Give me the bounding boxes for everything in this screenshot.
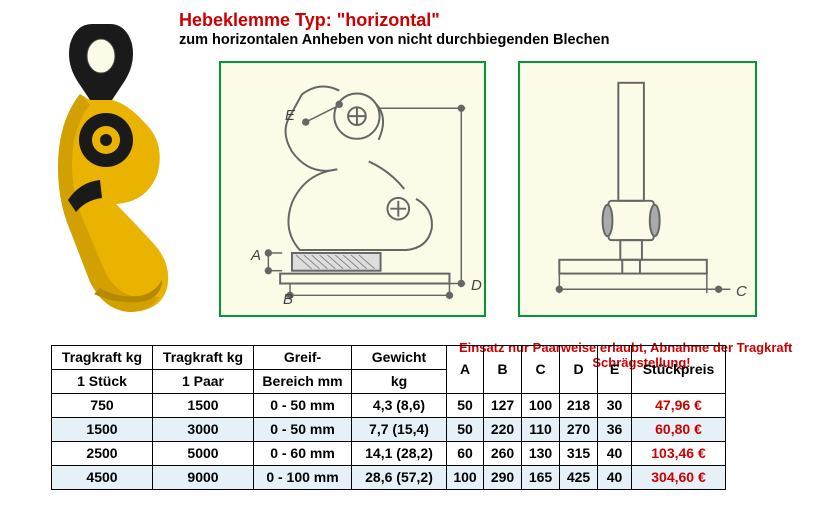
cell: 1500 [153, 394, 254, 418]
cell: 4,3 (8,6) [352, 394, 447, 418]
th: Greif- [254, 346, 352, 370]
dim-label-e: E [285, 107, 295, 124]
diagram-front-view: C [518, 61, 757, 317]
th: Tragkraft kg [153, 346, 254, 370]
price-cell: 304,60 € [632, 466, 726, 490]
cell: 290 [484, 466, 522, 490]
cell: 100 [447, 466, 484, 490]
th: A [447, 346, 484, 394]
cell: 0 - 50 mm [254, 418, 352, 442]
title-block: Hebeklemme Typ: "horizontal" zum horizon… [179, 10, 609, 48]
table-row: 750 1500 0 - 50 mm 4,3 (8,6) 50 127 100 … [52, 394, 726, 418]
th: D [560, 346, 598, 394]
dim-label-a: A [251, 247, 261, 264]
cell: 60 [447, 442, 484, 466]
cell: 750 [52, 394, 153, 418]
cell: 130 [522, 442, 560, 466]
cell: 4500 [52, 466, 153, 490]
cell: 50 [447, 418, 484, 442]
dim-label-b: B [283, 291, 293, 308]
cell: 425 [560, 466, 598, 490]
cell: 165 [522, 466, 560, 490]
cell: 40 [598, 442, 632, 466]
diagram-side-view: E A B D [219, 61, 486, 317]
cell: 3000 [153, 418, 254, 442]
cell: 127 [484, 394, 522, 418]
table-row: 2500 5000 0 - 60 mm 14,1 (28,2) 60 260 1… [52, 442, 726, 466]
cell: 110 [522, 418, 560, 442]
cell: 260 [484, 442, 522, 466]
cell: 50 [447, 394, 484, 418]
cell: 0 - 100 mm [254, 466, 352, 490]
dim-label-d: D [471, 277, 482, 294]
th: 1 Stück [52, 370, 153, 394]
th: Gewicht [352, 346, 447, 370]
price-cell: 60,80 € [632, 418, 726, 442]
dim-label-c: C [736, 283, 747, 300]
cell: 5000 [153, 442, 254, 466]
cell: 1500 [52, 418, 153, 442]
table-row: 4500 9000 0 - 100 mm 28,6 (57,2) 100 290… [52, 466, 726, 490]
th: Bereich mm [254, 370, 352, 394]
th: B [484, 346, 522, 394]
th: C [522, 346, 560, 394]
th: E [598, 346, 632, 394]
price-cell: 103,46 € [632, 442, 726, 466]
product-photo [50, 22, 172, 318]
cell: 0 - 60 mm [254, 442, 352, 466]
cell: 28,6 (57,2) [352, 466, 447, 490]
cell: 14,1 (28,2) [352, 442, 447, 466]
page-subtitle: zum horizontalen Anheben von nicht durch… [179, 32, 609, 48]
th: kg [352, 370, 447, 394]
th: Tragkraft kg [52, 346, 153, 370]
price-cell: 47,96 € [632, 394, 726, 418]
spec-table: Tragkraft kg Tragkraft kg Greif- Gewicht… [51, 345, 726, 490]
page-title: Hebeklemme Typ: "horizontal" [179, 10, 609, 31]
cell: 7,7 (15,4) [352, 418, 447, 442]
cell: 9000 [153, 466, 254, 490]
cell: 270 [560, 418, 598, 442]
cell: 2500 [52, 442, 153, 466]
cell: 100 [522, 394, 560, 418]
cell: 0 - 50 mm [254, 394, 352, 418]
cell: 36 [598, 418, 632, 442]
cell: 315 [560, 442, 598, 466]
cell: 220 [484, 418, 522, 442]
table-row: 1500 3000 0 - 50 mm 7,7 (15,4) 50 220 11… [52, 418, 726, 442]
table-header-row-1: Tragkraft kg Tragkraft kg Greif- Gewicht… [52, 346, 726, 370]
cell: 218 [560, 394, 598, 418]
th: 1 Paar [153, 370, 254, 394]
cell: 30 [598, 394, 632, 418]
th: Stückpreis [632, 346, 726, 394]
cell: 40 [598, 466, 632, 490]
